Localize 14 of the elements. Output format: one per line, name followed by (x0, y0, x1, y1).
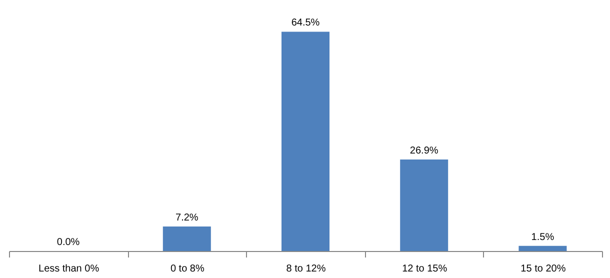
bar (400, 160, 448, 251)
x-tick-label: 15 to 20% (520, 264, 566, 274)
bar (282, 32, 330, 251)
data-label: 26.9% (410, 146, 438, 157)
data-label: 1.5% (531, 232, 554, 243)
bar (162, 226, 211, 251)
bar (518, 246, 567, 251)
x-tick-label: Less than 0% (38, 264, 100, 274)
x-tick-label: 8 to 12% (286, 264, 326, 274)
x-tick-label: 0 to 8% (170, 264, 204, 274)
data-label: 0.0% (56, 237, 80, 248)
data-label: 64.5% (291, 18, 320, 29)
x-tick-label: 12 to 15% (402, 264, 448, 274)
data-label: 7.2% (176, 212, 198, 224)
